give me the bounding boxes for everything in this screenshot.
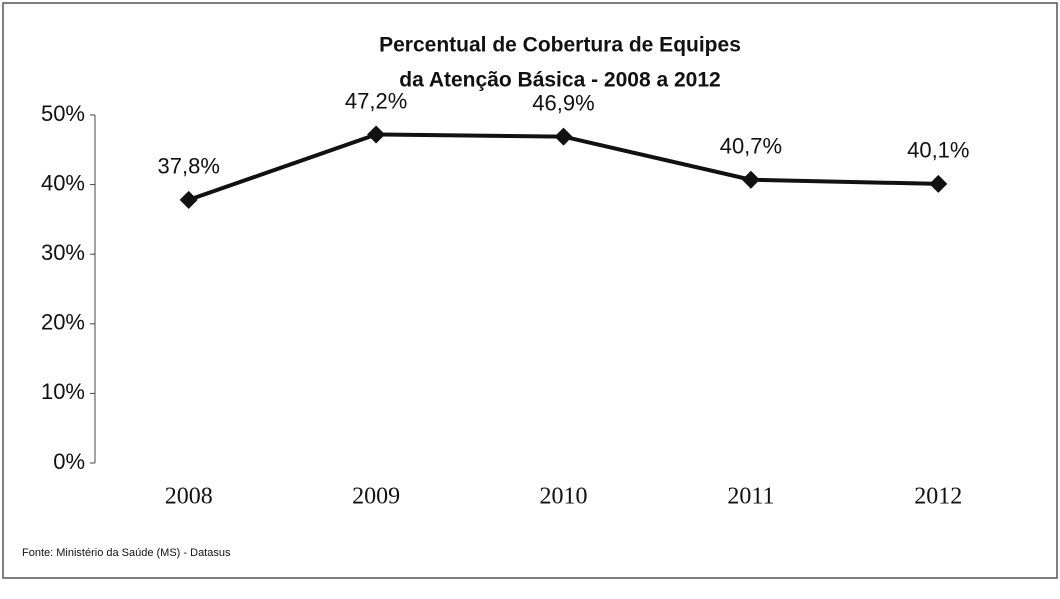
- y-tick-label: 10%: [41, 379, 85, 404]
- x-tick-label: 2011: [727, 484, 774, 510]
- chart-border: [2, 2, 1058, 579]
- data-point: [741, 170, 760, 189]
- data-label: 37,8%: [158, 154, 220, 179]
- data-point: [367, 125, 386, 144]
- x-tick-label: 2008: [165, 484, 213, 510]
- chart-title: da Atenção Básica - 2008 a 2012: [399, 69, 720, 92]
- data-label: 47,2%: [345, 88, 407, 113]
- x-tick-label: 2009: [352, 484, 400, 510]
- y-tick-label: 40%: [41, 170, 85, 195]
- source-note: Fonte: Ministério da Saúde (MS) - Datasu…: [22, 547, 231, 559]
- chart-title: Percentual de Cobertura de Equipes: [379, 34, 741, 57]
- y-tick-label: 0%: [53, 449, 85, 474]
- data-point: [554, 127, 573, 146]
- data-point: [179, 190, 198, 209]
- y-tick-label: 20%: [41, 310, 85, 335]
- data-point: [929, 174, 948, 193]
- data-label: 46,9%: [532, 90, 594, 115]
- y-tick-label: 30%: [41, 240, 85, 265]
- data-label: 40,7%: [720, 134, 782, 159]
- y-tick-label: 50%: [41, 101, 85, 126]
- x-tick-label: 2010: [540, 484, 588, 510]
- data-label: 40,1%: [907, 138, 969, 163]
- x-tick-label: 2012: [914, 484, 962, 510]
